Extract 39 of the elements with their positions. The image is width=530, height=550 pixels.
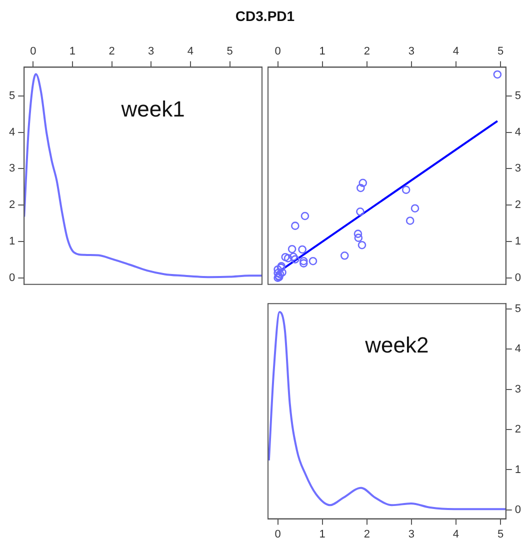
y-tick-label: 3 (514, 383, 522, 396)
y-tick-label: 4 (514, 126, 522, 138)
y-tick-label: 4 (514, 343, 522, 356)
y-tick-label: 0 (8, 272, 16, 284)
x-tick-label: 5 (497, 528, 504, 540)
x-tick-label: 2 (364, 528, 370, 540)
x-tick-label: 2 (364, 46, 370, 58)
x-tick-label: 3 (408, 46, 415, 58)
y-tick-label: 0 (514, 272, 522, 284)
y-tick-label: 2 (514, 424, 522, 436)
y-tick-label: 0 (514, 504, 522, 516)
y-tick-label: 3 (8, 162, 16, 175)
y-tick-label: 5 (514, 302, 522, 315)
annotation: week1 (120, 96, 185, 122)
x-tick-label: 0 (30, 46, 36, 58)
x-tick-label: 3 (408, 528, 415, 540)
y-tick-label: 2 (8, 199, 16, 212)
y-tick-label: 5 (514, 90, 522, 102)
x-tick-label: 5 (497, 46, 504, 58)
y-tick-label: 1 (514, 236, 522, 248)
y-tick-label: 4 (8, 126, 16, 138)
x-tick-label: 1 (69, 46, 76, 58)
x-tick-label: 0 (274, 528, 281, 540)
y-tick-label: 2 (514, 199, 522, 212)
chart-title: CD3.PD1 (234, 8, 296, 24)
x-tick-label: 4 (452, 528, 460, 540)
x-tick-label: 1 (319, 46, 326, 58)
x-tick-label: 3 (148, 46, 154, 58)
annotation: week2 (364, 332, 429, 358)
x-tick-label: 0 (274, 46, 281, 58)
y-tick-label: 3 (514, 162, 522, 175)
x-tick-label: 5 (226, 46, 233, 58)
y-tick-label: 1 (514, 464, 522, 476)
x-tick-label: 4 (452, 46, 460, 58)
x-tick-label: 1 (319, 528, 326, 540)
y-tick-label: 1 (8, 236, 16, 248)
y-tick-label: 5 (8, 90, 16, 102)
x-tick-label: 4 (187, 46, 194, 58)
x-tick-label: 2 (108, 46, 115, 58)
